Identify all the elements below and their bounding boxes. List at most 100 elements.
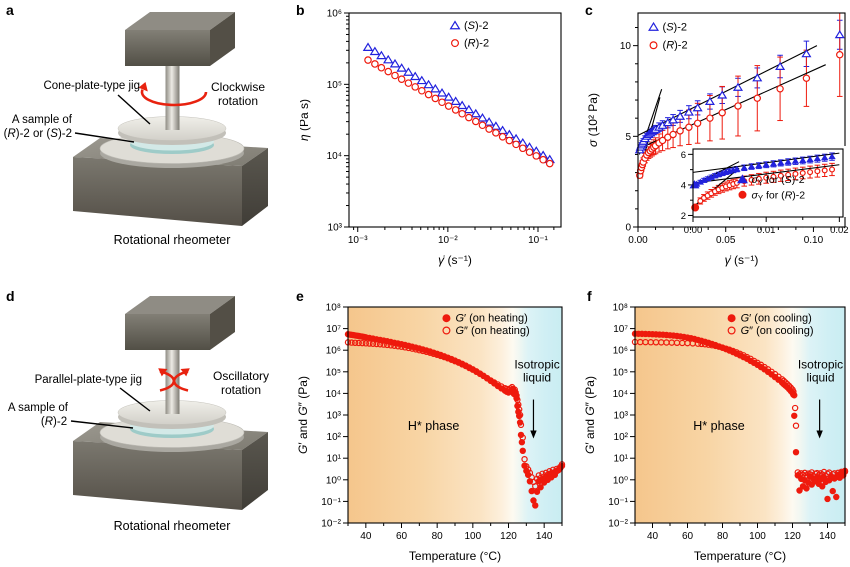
rheometer-caption: Rotational rheometer xyxy=(114,233,231,247)
svg-text:10⁷: 10⁷ xyxy=(613,324,628,335)
svg-text:10⁻²: 10⁻² xyxy=(321,519,341,530)
rotation-label-line2: rotation xyxy=(218,94,258,108)
svg-text:10⁻¹: 10⁻¹ xyxy=(608,497,628,508)
svg-text:0.01: 0.01 xyxy=(757,225,776,236)
svg-text:H* phase: H* phase xyxy=(693,419,744,433)
svg-text:liquid: liquid xyxy=(806,371,834,385)
svg-text:140: 140 xyxy=(536,531,553,542)
svg-text:Isotropic: Isotropic xyxy=(514,358,559,372)
series-G-double-prime heating xyxy=(344,339,566,490)
svg-text:0.10: 0.10 xyxy=(804,235,824,246)
legend: (S)-2 (R)-2 xyxy=(449,20,489,50)
panel-label-f: f xyxy=(587,288,592,304)
sample-label-line2: (R)-2 xyxy=(41,416,67,428)
jig-label: Parallel-plate-type jig xyxy=(35,374,142,386)
annotation-arrow xyxy=(530,399,537,439)
plot-frame xyxy=(347,306,563,524)
svg-text:2: 2 xyxy=(681,211,686,222)
svg-text:10²: 10² xyxy=(614,432,629,443)
svg-text:G′ (on cooling): G′ (on cooling) xyxy=(741,313,812,325)
panel-a-diagram: Cone-plate-type jig A sample of (R)-2 or… xyxy=(4,11,269,247)
panel-c-chart: 0.00 0.05 0.10 0 5 10 0.00 0.01 0.02 2 4 6 σY for (S… xyxy=(586,12,849,267)
series-(R)-2 inset xyxy=(697,166,836,204)
svg-text:10¹: 10¹ xyxy=(327,454,342,465)
panel-label-a: a xyxy=(6,2,14,18)
svg-text:6: 6 xyxy=(681,150,686,161)
axis-ticks xyxy=(688,153,840,222)
svg-text:4: 4 xyxy=(681,180,686,191)
fit-line xyxy=(637,45,818,136)
svg-text:0.05: 0.05 xyxy=(716,235,736,246)
jig-label: Cone-plate-type jig xyxy=(43,80,140,92)
series-(R)-2 xyxy=(364,56,554,168)
svg-text:0.02: 0.02 xyxy=(830,225,849,236)
svg-text:10⁻¹: 10⁻¹ xyxy=(528,235,548,246)
panel-f-chart: 40 60 80 100 120 140 10⁻² 10⁻¹ 10⁰ 10¹ 10² 10³ 10⁴ 10… xyxy=(583,303,849,563)
sample-label-line1: A sample of xyxy=(8,402,69,414)
svg-text:100: 100 xyxy=(749,531,766,542)
svg-text:σY for (S)-2: σY for (S)-2 xyxy=(752,174,805,188)
svg-text:0.00: 0.00 xyxy=(628,235,648,246)
series-(S)-2 inset xyxy=(692,153,836,187)
legend: (S)-2 (R)-2 xyxy=(648,22,688,52)
svg-text:γ̇ (s⁻¹): γ̇ (s⁻¹) xyxy=(438,253,472,267)
svg-text:40: 40 xyxy=(647,531,659,542)
clockwise-rotation-arrow xyxy=(140,89,208,107)
series-G-double-prime cooling xyxy=(631,338,849,481)
svg-text:η (Pa s): η (Pa s) xyxy=(300,99,311,141)
leader-line-sample xyxy=(74,132,135,143)
oscillatory-arrowhead-left xyxy=(158,368,168,377)
svg-text:10³: 10³ xyxy=(614,411,629,422)
panel-label-e: e xyxy=(296,288,304,304)
rotation-label-line2: rotation xyxy=(221,383,261,397)
inset-background xyxy=(690,146,846,217)
leader-line-sample xyxy=(70,420,134,429)
svg-text:10⁶: 10⁶ xyxy=(613,346,628,357)
svg-text:10⁰: 10⁰ xyxy=(326,475,341,486)
panel-b-chart: 10⁻³ 10⁻² 10⁻¹ 10³ 10⁴ 10⁵ 10⁶ (S)-2 (R)-2 γ̇ (s⁻… xyxy=(300,9,562,267)
rheometer-illustration xyxy=(72,295,269,511)
svg-text:10⁷: 10⁷ xyxy=(326,324,341,335)
svg-text:(S)-2: (S)-2 xyxy=(464,20,488,32)
legend: σY for (S)-2σY for (R)-2 xyxy=(737,174,805,203)
svg-text:10: 10 xyxy=(620,41,632,52)
legend: G′ (on heating)G″ (on heating) xyxy=(442,313,530,337)
svg-text:60: 60 xyxy=(682,531,694,542)
rheometer-caption: Rotational rheometer xyxy=(114,519,231,533)
sample-label-line2: (R)-2 or (S)-2 xyxy=(4,128,72,140)
fit-line xyxy=(692,164,840,184)
series-(S)-2 xyxy=(362,42,555,164)
svg-text:10³: 10³ xyxy=(328,223,343,234)
panel-label-d: d xyxy=(6,288,15,304)
svg-text:Temperature (°C): Temperature (°C) xyxy=(409,549,501,563)
svg-text:G″ (on cooling): G″ (on cooling) xyxy=(741,325,814,337)
leader-line-jig xyxy=(117,94,151,125)
panel-label-b: b xyxy=(296,2,305,18)
svg-text:10⁸: 10⁸ xyxy=(326,303,341,314)
svg-text:60: 60 xyxy=(396,531,408,542)
svg-text:100: 100 xyxy=(464,531,481,542)
svg-text:80: 80 xyxy=(717,531,729,542)
plot-frame xyxy=(692,148,844,218)
series-(S)-2 xyxy=(634,30,845,154)
svg-text:σ (10² Pa): σ (10² Pa) xyxy=(586,93,600,147)
svg-text:10⁶: 10⁶ xyxy=(327,9,342,20)
svg-text:10⁵: 10⁵ xyxy=(613,367,628,378)
leader-line-jig xyxy=(119,387,151,412)
svg-text:G′ (on heating): G′ (on heating) xyxy=(455,313,527,325)
rheometer-illustration xyxy=(72,11,269,227)
svg-text:G′ and G″ (Pa): G′ and G″ (Pa) xyxy=(298,376,310,454)
svg-text:10⁻¹: 10⁻¹ xyxy=(321,497,341,508)
clockwise-rotation-arrowhead xyxy=(138,82,148,92)
svg-text:(R)-2: (R)-2 xyxy=(663,40,688,52)
svg-text:G′ and G″ (Pa): G′ and G″ (Pa) xyxy=(583,376,597,454)
svg-text:10⁻³: 10⁻³ xyxy=(348,235,368,246)
svg-text:Temperature (°C): Temperature (°C) xyxy=(694,549,786,563)
svg-text:10⁸: 10⁸ xyxy=(613,303,628,314)
panel-label-c: c xyxy=(585,2,593,18)
oscillatory-arrow-right xyxy=(172,370,189,392)
svg-text:80: 80 xyxy=(432,531,444,542)
svg-text:γ̇ (s⁻¹): γ̇ (s⁻¹) xyxy=(725,253,759,267)
svg-text:10⁻²: 10⁻² xyxy=(608,519,628,530)
